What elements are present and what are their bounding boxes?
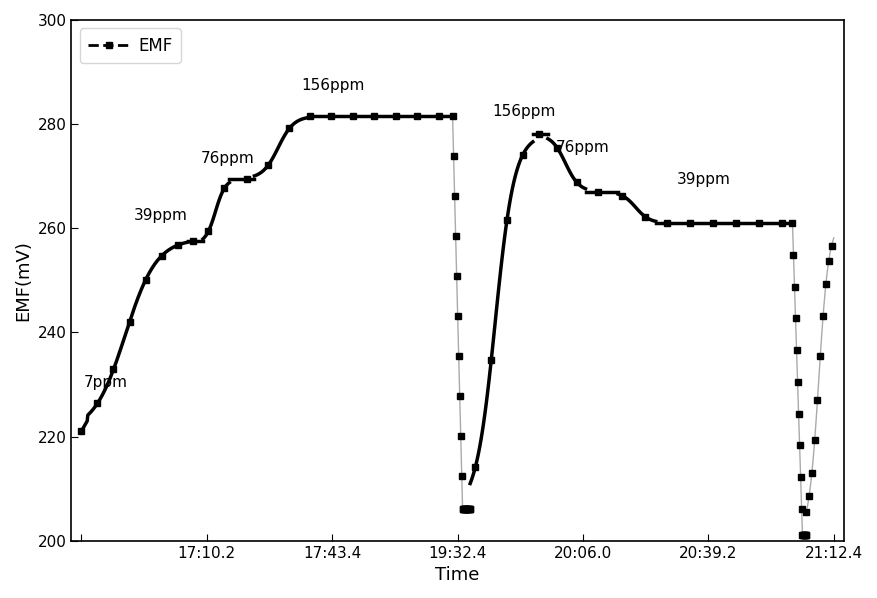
Y-axis label: EMF(mV): EMF(mV) bbox=[14, 240, 32, 321]
Legend: EMF: EMF bbox=[80, 28, 181, 63]
Text: 39ppm: 39ppm bbox=[676, 172, 731, 187]
Text: 76ppm: 76ppm bbox=[200, 151, 254, 166]
Text: 7ppm: 7ppm bbox=[83, 375, 128, 390]
Text: 76ppm: 76ppm bbox=[555, 141, 609, 155]
X-axis label: Time: Time bbox=[435, 566, 479, 584]
Text: 39ppm: 39ppm bbox=[134, 208, 188, 223]
Text: 156ppm: 156ppm bbox=[492, 104, 555, 119]
Text: 156ppm: 156ppm bbox=[301, 78, 364, 93]
